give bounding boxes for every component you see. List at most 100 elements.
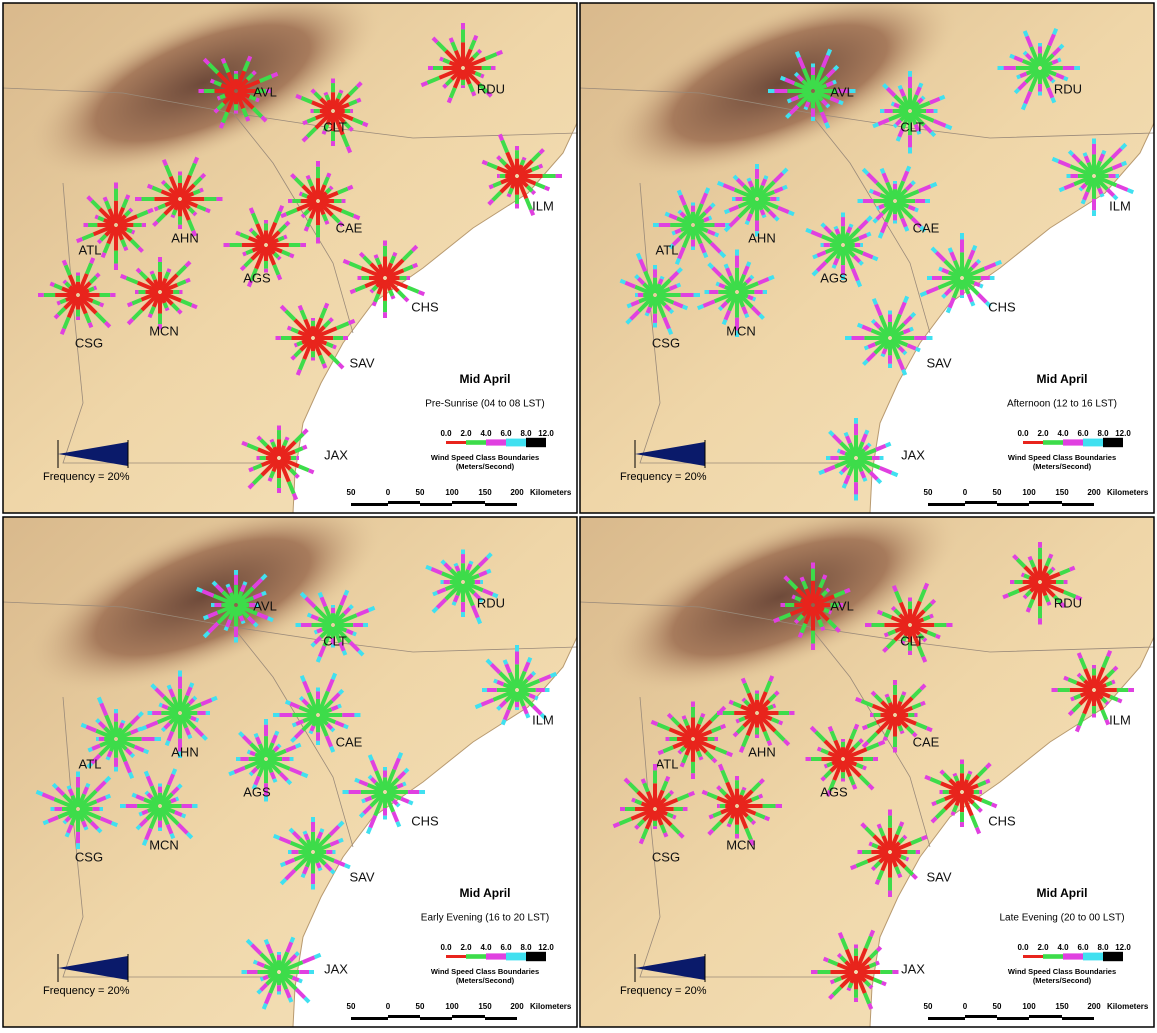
wind-rose-spoke [882,983,886,985]
wind-rose-spoke [923,657,925,662]
wind-rose-spoke [292,356,295,359]
wind-rose-spoke [894,125,896,127]
wind-rose-spoke [899,86,900,90]
wind-rose-spoke [864,478,865,481]
scale-segment [997,1017,1029,1020]
speed-class-swatch [506,953,526,961]
speed-class-label: 12.0 [538,429,554,438]
wind-rose-spoke [699,717,702,724]
station-label: CSG [75,335,103,350]
wind-rose-spoke [862,824,866,828]
wind-rose-spoke [302,874,303,878]
wind-rose-spoke [785,577,789,581]
wind-rose-spoke [670,286,677,289]
wind-rose-spoke [186,280,190,282]
wind-rose-spoke [762,210,764,215]
wind-rose-spoke [872,867,874,869]
wind-rose-spoke [139,712,143,716]
scale-segment [928,503,965,506]
wind-rose-spoke [879,824,881,828]
wind-rose-spoke [327,344,333,347]
wind-rose-spoke [311,616,318,619]
wind-rose-spoke [1025,31,1027,36]
speed-class-label: 12.0 [1115,429,1131,438]
wind-rose-spoke [1102,698,1106,702]
speed-class-swatch [1103,952,1123,961]
wind-rose-spoke [1118,700,1122,702]
wind-rose-spoke [924,617,930,620]
wind-rose-spoke [545,187,550,189]
wind-rose-spoke [263,977,268,979]
wind-rose-spoke [510,188,512,194]
wind-rose-spoke [867,217,871,221]
scale-label: 100 [1022,1002,1036,1011]
wind-rose-spoke [409,802,413,804]
wind-rose-spoke [907,166,909,171]
wind-rose-spoke [397,822,399,827]
wind-rose-spoke [979,809,982,812]
station-label: AVL [253,598,277,613]
panel-period: Late Evening (20 to 00 LST) [999,913,1124,924]
wind-rose-spoke [931,132,935,136]
wind-rose-spoke [125,247,126,251]
scale-segment [420,1017,452,1020]
wind-rose-spoke [1029,557,1030,561]
wind-rose-spoke [478,618,480,624]
wind-rose-spoke [700,757,701,760]
wind-rose-spoke [274,747,278,751]
wind-rose-spoke [377,258,380,264]
wind-rose-spoke [1054,29,1056,35]
frequency-label: Frequency = 20% [620,471,707,483]
wind-rose-spoke [148,210,153,212]
wind-rose-spoke [286,437,287,440]
wind-rose-spoke [153,222,157,226]
wind-rose-spoke [1083,200,1085,204]
wind-rose-spoke [345,590,347,595]
wind-rose-spoke [763,179,766,185]
wind-rose-spoke [863,767,866,768]
wind-rose-spoke [487,554,491,558]
wind-rose-spoke [449,98,451,103]
wind-rose-spoke [773,705,775,706]
wind-rose-spoke [191,718,196,720]
wind-rose-spoke [497,682,503,685]
wind-rose-spoke [64,821,66,823]
wind-rose-spoke [508,194,509,197]
wind-rose-spoke [795,598,801,600]
wind-rose-spoke [952,812,953,815]
wind-rose-spoke [494,680,497,681]
wind-rose-spoke [670,310,672,312]
wind-rose-spoke [863,726,868,728]
wind-rose-spoke [176,798,178,799]
wind-rose-spoke [709,816,713,818]
wind-rose-spoke [954,806,957,812]
wind-rose-spoke [1031,560,1034,567]
wind-rose-spoke [318,657,320,662]
station-label: RDU [1054,595,1082,610]
speed-class-swatch [1043,440,1063,445]
wind-rose-spoke [1071,698,1074,699]
speed-class-label: 8.0 [1097,943,1109,952]
scale-label: 50 [416,488,425,497]
wind-rose-spoke [681,213,685,217]
wind-rose-spoke [338,93,340,99]
wind-rose-spoke [473,92,475,96]
wind-rose-spoke [203,736,207,740]
wind-rose-spoke [986,781,990,783]
wind-rose-spoke [146,771,148,776]
wind-rose-spoke [375,255,376,258]
wind-rose-spoke [194,213,196,215]
speed-class-label: 0.0 [1017,429,1029,438]
wind-rose-spoke [357,83,361,87]
station-label: CLT [900,633,924,648]
wind-rose-spoke [343,261,349,263]
wind-rose-spoke [980,285,983,286]
wind-rose-spoke [873,124,878,126]
wind-rose-spoke [338,705,341,706]
wind-rose-spoke [830,727,832,732]
wind-rose-spoke [835,227,836,229]
speed-class-swatch [1043,954,1063,959]
speed-class-swatch [506,439,526,447]
wind-rose-spoke [121,276,127,278]
wind-rose-spoke [678,268,682,272]
